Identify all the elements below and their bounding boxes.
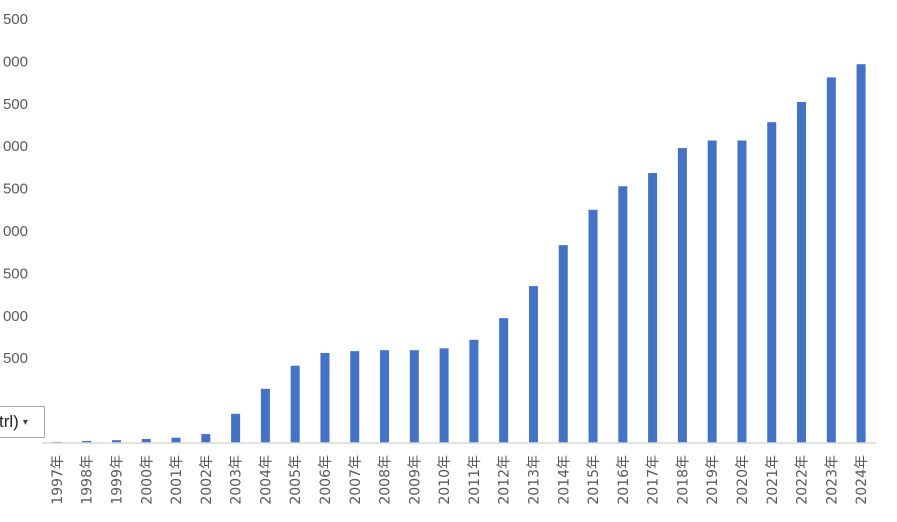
bar bbox=[797, 101, 807, 443]
bar bbox=[499, 318, 509, 443]
x-tick-label: 2010年 bbox=[437, 455, 453, 505]
bar bbox=[558, 245, 568, 443]
x-tick-label: 2020年 bbox=[735, 455, 751, 505]
y-tick-label: 500 bbox=[3, 350, 28, 367]
bar bbox=[201, 434, 211, 443]
x-tick-label: 2009年 bbox=[407, 455, 423, 505]
bar bbox=[767, 122, 777, 443]
x-tick-label: 2019年 bbox=[705, 455, 721, 505]
x-tick-label: 2022年 bbox=[795, 455, 811, 505]
x-tick-label: 2006年 bbox=[318, 455, 334, 505]
bar bbox=[141, 439, 151, 443]
bar-series bbox=[52, 64, 866, 443]
x-tick-label: 2003年 bbox=[229, 455, 245, 505]
x-tick-label: 2001年 bbox=[169, 455, 185, 505]
x-tick-label: 2018年 bbox=[675, 455, 691, 505]
bar bbox=[856, 64, 866, 443]
x-tick-label: 2013年 bbox=[526, 455, 542, 505]
x-tick-label: 1999年 bbox=[109, 455, 125, 505]
x-tick-label: 2024年 bbox=[854, 455, 870, 505]
bar bbox=[171, 437, 181, 443]
y-tick-label: 500 bbox=[3, 265, 28, 282]
bar bbox=[648, 173, 658, 443]
y-tick-label: 000 bbox=[3, 223, 28, 240]
x-axis-tick-labels: 1997年 1998年 1999年 2000年 2001年 2002年 2003年 2004年… bbox=[50, 455, 870, 505]
y-tick-label: 500 bbox=[3, 11, 28, 28]
x-tick-label: 2000年 bbox=[139, 455, 155, 505]
y-tick-label: 000 bbox=[3, 308, 28, 325]
paste-options-button[interactable]: trl) ▾ bbox=[0, 406, 45, 438]
x-tick-label: 2012年 bbox=[497, 455, 513, 505]
bar bbox=[677, 148, 687, 443]
bar bbox=[737, 140, 747, 443]
x-tick-label: 2004年 bbox=[258, 455, 274, 505]
x-tick-label: 2021年 bbox=[765, 455, 781, 505]
x-tick-label: 2015年 bbox=[586, 455, 602, 505]
bar bbox=[380, 350, 390, 443]
x-tick-label: 2011年 bbox=[467, 455, 483, 505]
bar bbox=[320, 353, 330, 443]
x-tick-label: 2005年 bbox=[288, 455, 304, 505]
bar bbox=[409, 350, 419, 443]
x-tick-label: 2016年 bbox=[616, 455, 632, 505]
bar bbox=[111, 440, 121, 443]
bar bbox=[588, 209, 598, 443]
bar bbox=[82, 440, 92, 443]
y-tick-label: 000 bbox=[3, 53, 28, 70]
bar bbox=[439, 348, 449, 443]
chevron-down-icon: ▾ bbox=[22, 416, 28, 428]
bar bbox=[826, 77, 836, 443]
x-tick-label: 2017年 bbox=[646, 455, 662, 505]
bar bbox=[528, 286, 538, 443]
bar bbox=[707, 140, 717, 443]
bar bbox=[618, 186, 628, 443]
y-tick-label: 500 bbox=[3, 181, 28, 198]
x-tick-label: 2023年 bbox=[824, 455, 840, 505]
y-tick-label: 500 bbox=[3, 96, 28, 113]
y-tick-label: 000 bbox=[3, 138, 28, 155]
bar bbox=[350, 351, 360, 443]
bar bbox=[260, 388, 270, 443]
x-tick-label: 1998年 bbox=[80, 455, 96, 505]
x-tick-label: 2014年 bbox=[556, 455, 572, 505]
x-tick-label: 2007年 bbox=[348, 455, 364, 505]
bar bbox=[469, 339, 479, 443]
paste-options-label: trl) bbox=[0, 412, 19, 431]
bar bbox=[290, 365, 300, 443]
y-axis-tick-labels: 500 000 500 000 500 000 500 000 500 bbox=[3, 11, 28, 367]
x-tick-label: 2002年 bbox=[199, 455, 215, 505]
bar bbox=[231, 413, 241, 443]
x-tick-label: 1997年 bbox=[50, 455, 66, 505]
x-tick-label: 2008年 bbox=[378, 455, 394, 505]
